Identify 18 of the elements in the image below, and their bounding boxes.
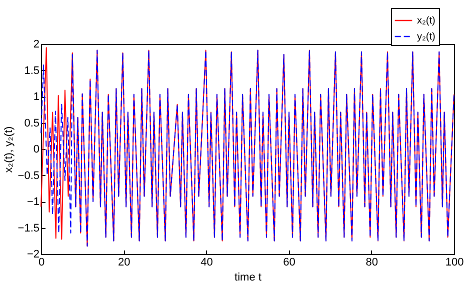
y-tick-label: −1.5: [18, 222, 40, 234]
x-tick-label: 40: [200, 256, 213, 268]
y-tick-label: 2: [33, 38, 40, 50]
x-tick-label: 100: [445, 256, 464, 268]
y-tick-label: 0.5: [24, 117, 40, 130]
x-tick-label: 60: [283, 256, 296, 268]
legend-label: y₂(t): [417, 32, 436, 42]
legend-label: x₂(t): [417, 16, 436, 26]
y-tick-label: −0.5: [18, 170, 40, 182]
y-axis-title: x₂(t), y₂(t): [2, 126, 15, 173]
x-tick-label: 80: [366, 256, 378, 268]
y-tick-label: 1.5: [24, 64, 40, 77]
y-tick-label: −1: [26, 196, 40, 208]
x-axis-title: time t: [234, 272, 262, 284]
y-tick-label: 0: [33, 144, 40, 156]
y-tick-label: 1: [33, 91, 40, 103]
y-tick-label: −2: [26, 248, 40, 260]
x-tick-label: 20: [118, 256, 130, 268]
